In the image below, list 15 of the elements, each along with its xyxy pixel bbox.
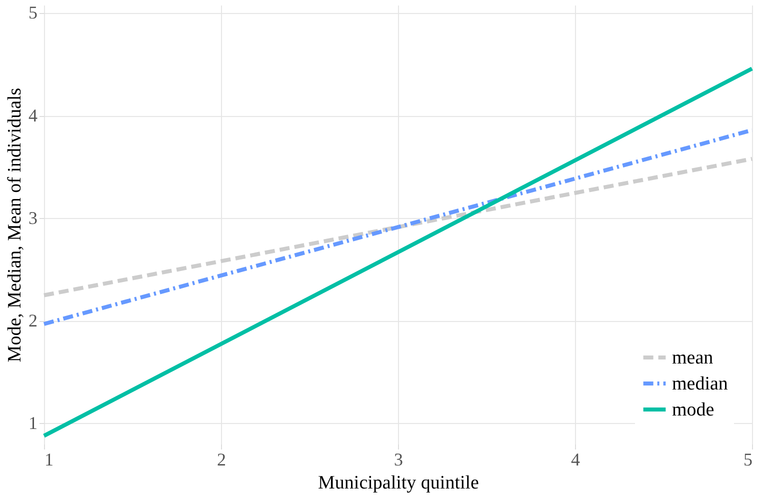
legend-label: mode: [672, 400, 714, 420]
x-tick-label: 1: [44, 450, 54, 470]
y-tick-label: 1: [28, 412, 38, 433]
legend-label: median: [672, 374, 728, 394]
y-tick-label: 3: [28, 208, 38, 228]
x-tick-label: 5: [744, 450, 752, 470]
x-axis-title: Municipality quintile: [318, 472, 479, 494]
x-tick-label: 3: [394, 450, 403, 470]
y-tick-label: 4: [28, 105, 38, 126]
y-tick-label: 5: [28, 2, 38, 23]
legend-label: mean: [672, 348, 714, 368]
x-tick-label: 2: [217, 450, 226, 470]
y-axis-title: Mode, Median, Mean of individuals: [4, 88, 26, 362]
x-tick-label: 4: [571, 450, 580, 470]
y-tick-label: 2: [28, 310, 38, 330]
